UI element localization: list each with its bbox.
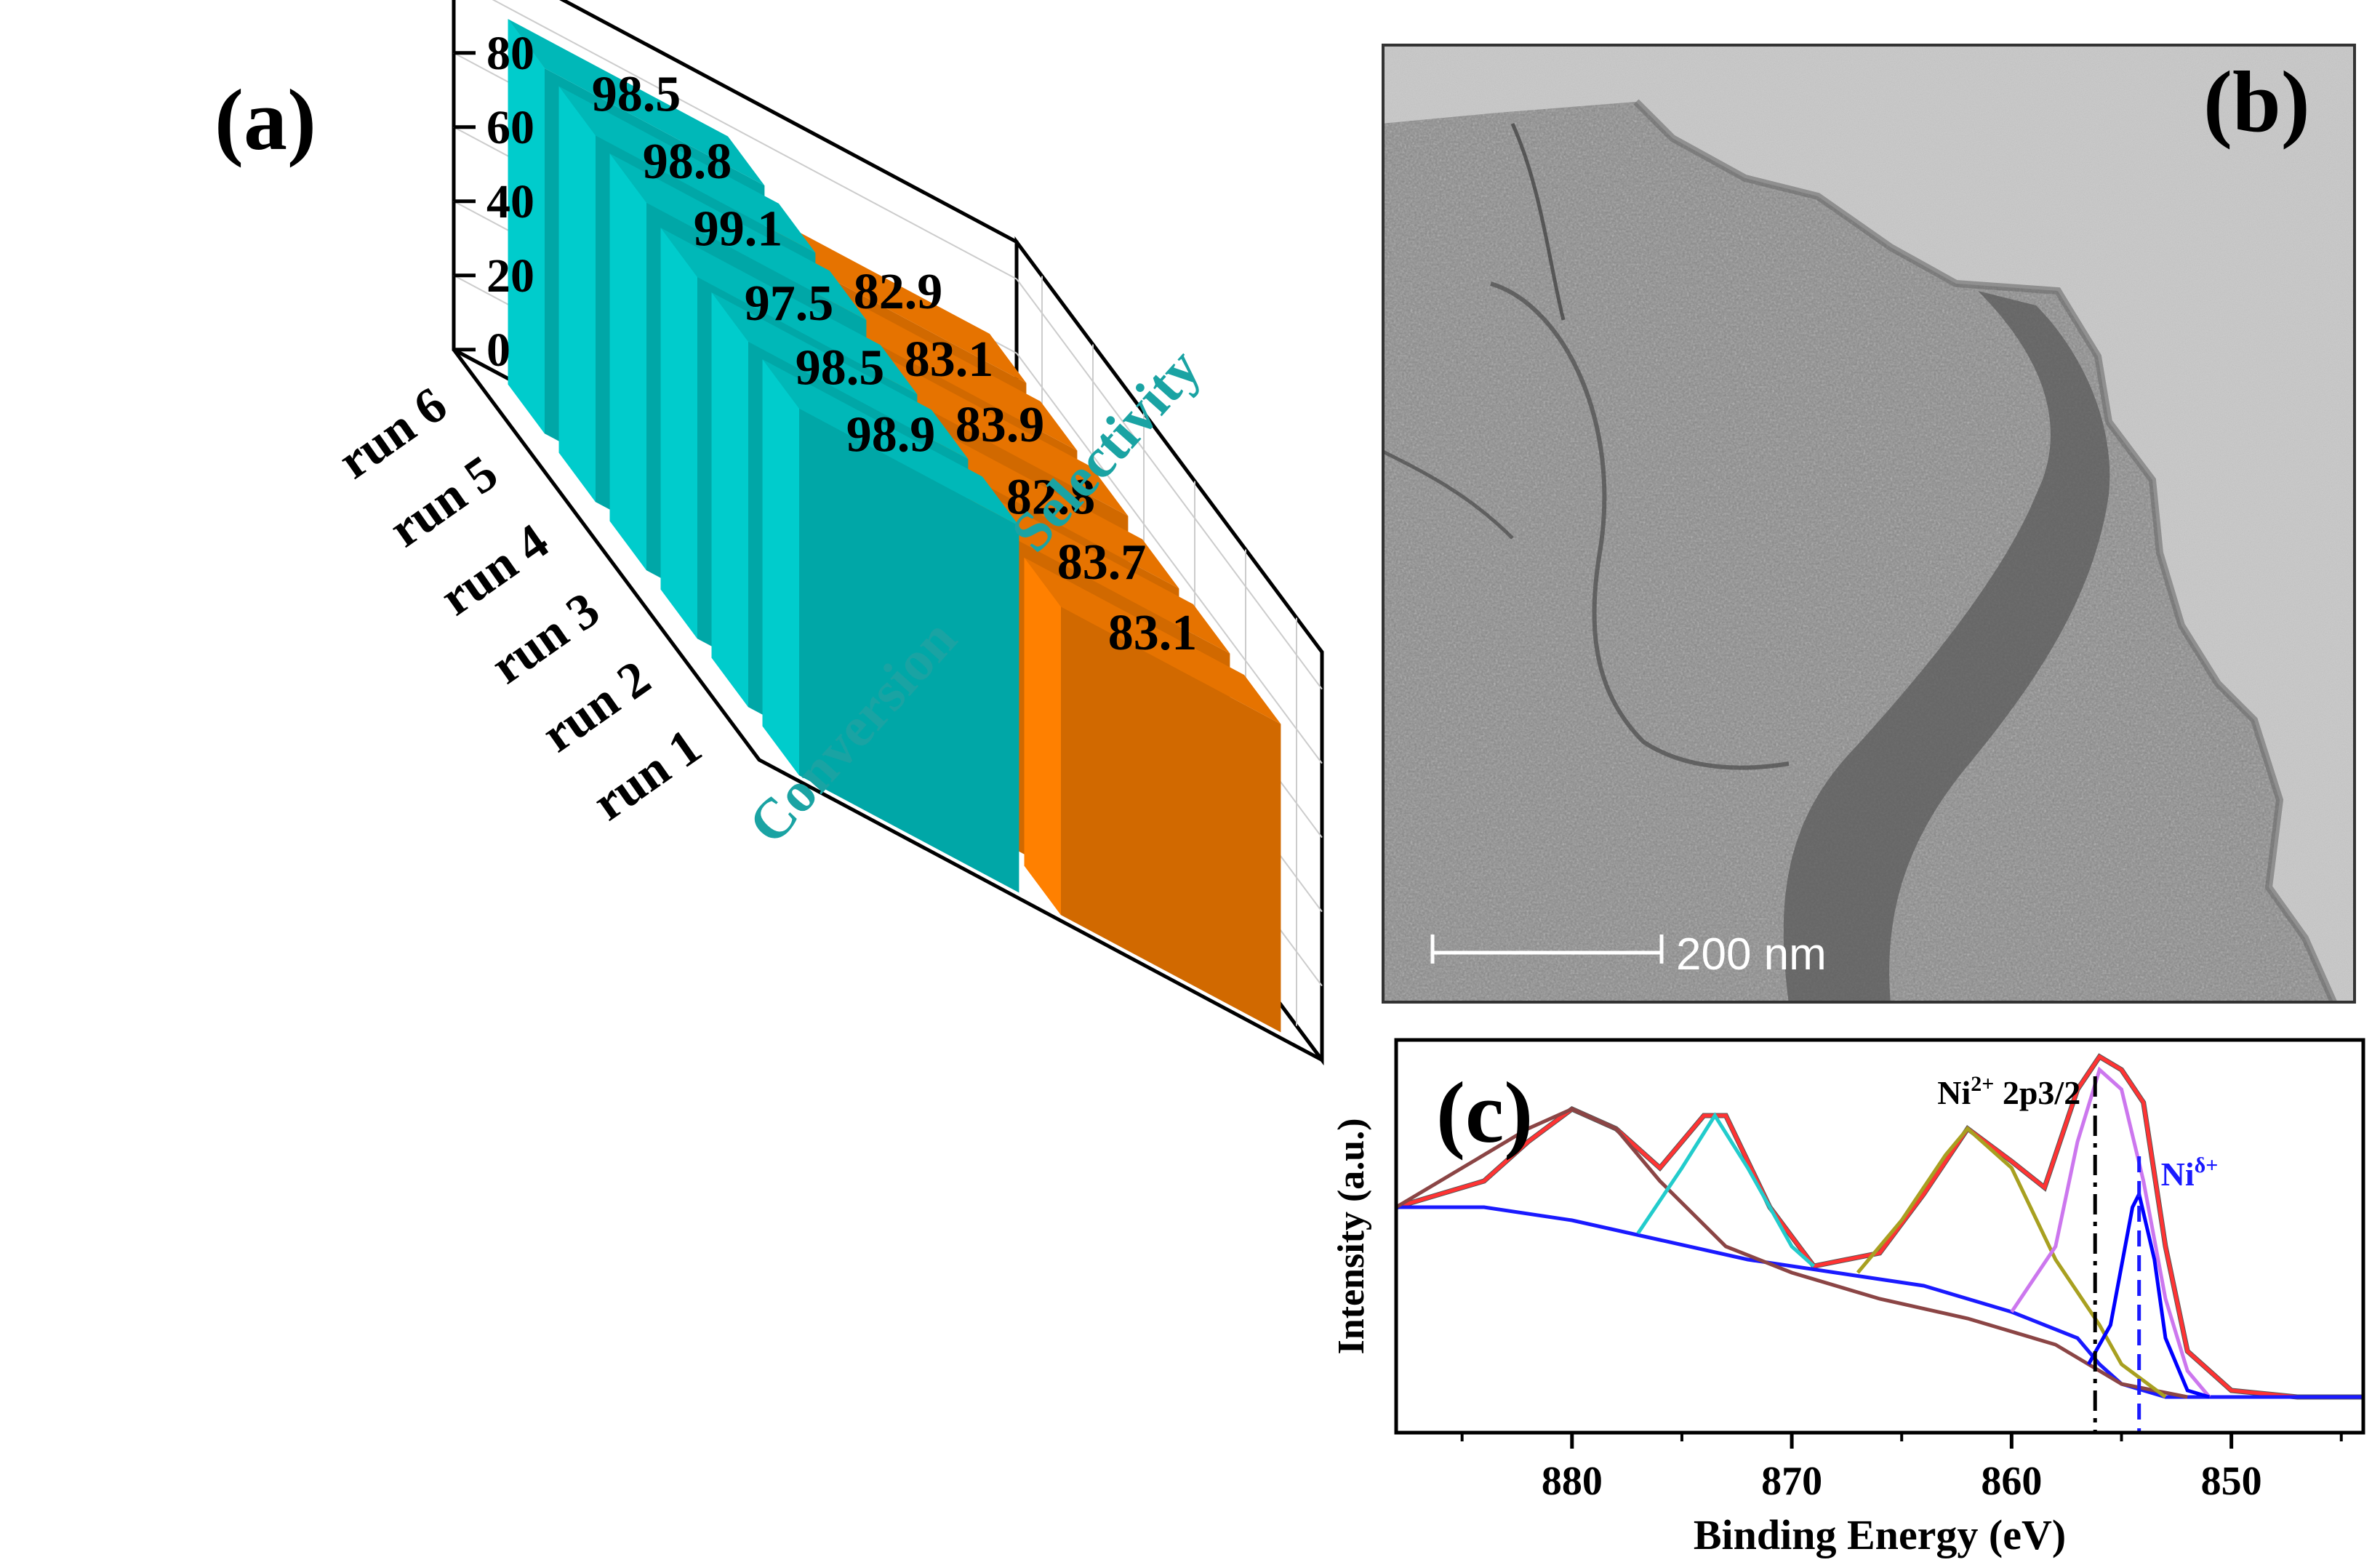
- bar-face-top: [711, 292, 969, 460]
- bar-face-front2: [558, 86, 596, 503]
- series-fit: [1395, 1054, 2363, 1399]
- bar-face-top: [922, 422, 1179, 589]
- scale-bar: 200 nm: [1430, 929, 1827, 980]
- panel-c-chart: 880 870 860 850 Binding Energy (eV) Intensity…: [1302, 1018, 2380, 1565]
- bar-face-front2: [660, 228, 697, 639]
- plot-frame: [1394, 1038, 2365, 1435]
- bar-value-label: 83.9: [955, 397, 1045, 453]
- bar-face-front2: [762, 359, 799, 776]
- series-peak-873: [1636, 1112, 1815, 1268]
- z-tick-label: 100: [486, 0, 558, 6]
- chart-bars: [508, 19, 1281, 1033]
- x-tick-label: 870: [1761, 1459, 1822, 1504]
- z-tick-label: 40: [486, 175, 534, 228]
- bar-face-side: [799, 408, 1019, 893]
- bar-face-front2: [711, 292, 748, 708]
- bar-selectivity-run1: [1024, 557, 1281, 1033]
- bar-value-label: 82.9: [854, 264, 943, 320]
- tem-image: 200 nm (b): [1382, 44, 2356, 1004]
- bar-value-label: 98.8: [643, 134, 732, 190]
- chart-axes: [454, 51, 476, 352]
- bar-face-top: [1024, 557, 1281, 724]
- series-peak-880: [1395, 1107, 2188, 1399]
- series-raw: [1395, 1053, 2363, 1400]
- panel-label-c: (c): [1436, 1064, 1533, 1161]
- bar-value-label: 83.1: [905, 332, 994, 388]
- bar-face-top: [558, 86, 816, 253]
- series-peak-856: [2010, 1066, 2211, 1398]
- bar-value-label: 99.1: [694, 201, 783, 257]
- xps-line-chart: 880 870 860 850 Binding Energy (eV) Intensity…: [1331, 1038, 2365, 1558]
- y-axis-label: Intensity (a.u.): [1331, 1118, 1372, 1354]
- bar-value-label: 97.5: [745, 276, 834, 332]
- bar-face-front2: [508, 19, 545, 434]
- panel-b-micrograph: 200 nm (b): [1382, 44, 2356, 1004]
- chart-labels: 880 870 860 850 Binding Energy (eV) Intensity…: [1331, 1064, 2262, 1558]
- x-tick-label: 880: [1542, 1459, 1603, 1504]
- bar-value-label: 83.1: [1108, 605, 1198, 661]
- bar-conversion-run1: [762, 359, 1019, 893]
- bar-value-label: 83.7: [1057, 535, 1147, 591]
- ni2-annotation: Ni2+ 2p3/2: [1937, 1072, 2080, 1111]
- bar-chart-3d: 82.9 83.1 83.9 82.8 83.7 83.1 98.5 98.8 99.1 97.5…: [215, 0, 1324, 1066]
- bar-face-front2: [1024, 557, 1061, 916]
- chart-series: [1395, 1053, 2363, 1433]
- bar-face-front2: [609, 153, 646, 571]
- chart-axes: [1394, 1038, 2365, 1449]
- bar-face-top: [973, 487, 1230, 654]
- bar-value-label: 98.9: [846, 407, 936, 463]
- series-peak-862: [1856, 1126, 2167, 1399]
- z-tick-label: 0: [486, 324, 510, 377]
- z-tick-label: 60: [486, 101, 534, 154]
- gridline: [1016, 353, 1323, 764]
- panel-a-chart: 82.9 83.1 83.9 82.8 83.7 83.1 98.5 98.8 99.1 97.5…: [215, 0, 1324, 1066]
- bar-face-top: [508, 19, 765, 186]
- bar-value-label: 98.5: [592, 67, 681, 123]
- bar-face-top: [871, 349, 1129, 516]
- x-axis-label: Binding Energy (eV): [1694, 1511, 2066, 1558]
- x-tick-label: 860: [1981, 1459, 2042, 1504]
- x-tick-label: 850: [2201, 1459, 2262, 1504]
- bar-face-top: [609, 153, 867, 321]
- bar-face-top: [820, 284, 1078, 451]
- gridline: [1016, 279, 1323, 690]
- panel-label-a: (a): [215, 71, 316, 168]
- nid-annotation: Niδ+: [2161, 1153, 2219, 1193]
- bar-face-top: [769, 216, 1027, 383]
- series-background: [1396, 1205, 2363, 1399]
- z-tick-label: 80: [486, 27, 534, 80]
- bar-face-top: [660, 228, 918, 395]
- bar-value-label: 98.5: [796, 340, 885, 396]
- scale-bar-label: 200 nm: [1676, 929, 1827, 980]
- bar-face-top: [762, 359, 1019, 527]
- panel-label-b: (b): [2203, 53, 2310, 150]
- tem-fold: [1783, 291, 2110, 1004]
- z-tick-label: 20: [486, 249, 534, 303]
- series-peak-854: [2087, 1188, 2211, 1399]
- gridline: [492, 0, 1017, 280]
- bar-value-label: 82.8: [1006, 470, 1096, 526]
- bar-face-side: [1061, 607, 1281, 1033]
